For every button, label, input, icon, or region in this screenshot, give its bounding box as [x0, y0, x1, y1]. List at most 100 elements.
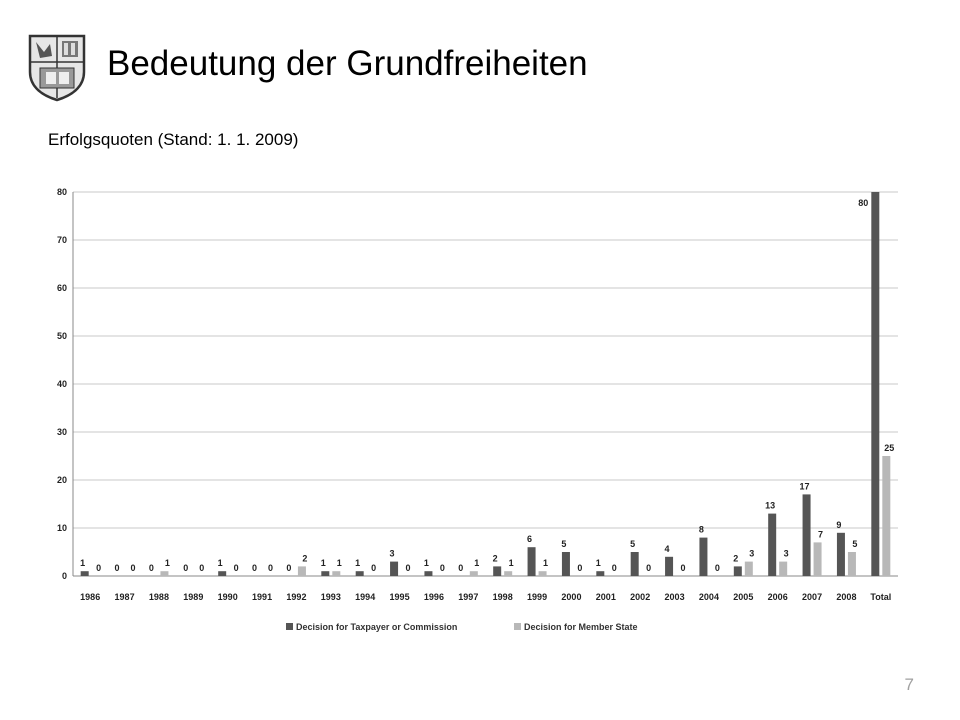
- bar-taxpayer: [596, 571, 605, 576]
- y-tick-label: 10: [57, 523, 67, 533]
- data-label: 0: [612, 563, 617, 573]
- data-label: 1: [218, 558, 223, 568]
- bar-taxpayer: [80, 571, 89, 576]
- data-label: 0: [96, 563, 101, 573]
- data-label: 8: [699, 525, 704, 535]
- y-tick-label: 80: [57, 187, 67, 197]
- x-tick-label: 1993: [321, 592, 341, 602]
- data-label: 0: [234, 563, 239, 573]
- bar-taxpayer: [424, 571, 433, 576]
- x-tick-label: 2002: [630, 592, 650, 602]
- x-tick-label: 2003: [665, 592, 685, 602]
- bar-taxpayer: [699, 537, 708, 576]
- bar-taxpayer: [768, 513, 777, 576]
- data-label: 25: [884, 443, 894, 453]
- data-label: 1: [509, 558, 514, 568]
- y-tick-label: 50: [57, 331, 67, 341]
- slide-subtitle: Erfolgsquoten (Stand: 1. 1. 2009): [48, 130, 299, 149]
- bar-taxpayer: [561, 552, 570, 576]
- x-tick-label: 1990: [218, 592, 238, 602]
- x-tick-label: 1991: [252, 592, 272, 602]
- data-label: 0: [268, 563, 273, 573]
- data-label: 7: [818, 529, 823, 539]
- slide-title: Bedeutung der Grundfreiheiten: [107, 44, 588, 83]
- data-label: 1: [321, 558, 326, 568]
- bar-member-state: [882, 456, 891, 576]
- bar-member-state: [297, 566, 306, 576]
- data-label: 5: [630, 539, 635, 549]
- bar-member-state: [779, 561, 788, 576]
- data-label: 0: [458, 563, 463, 573]
- bar-taxpayer: [630, 552, 639, 576]
- y-tick-label: 60: [57, 283, 67, 293]
- bar-member-state: [744, 561, 753, 576]
- legend-label: Decision for Member State: [524, 622, 638, 632]
- data-label: 0: [199, 563, 204, 573]
- y-tick-label: 30: [57, 427, 67, 437]
- data-label: 5: [561, 539, 566, 549]
- data-label: 3: [390, 549, 395, 559]
- data-label: 0: [286, 563, 291, 573]
- data-label: 2: [493, 553, 498, 563]
- data-label: 0: [183, 563, 188, 573]
- data-label: 1: [80, 558, 85, 568]
- data-label: 0: [371, 563, 376, 573]
- data-label: 1: [355, 558, 360, 568]
- x-tick-label: 2005: [733, 592, 753, 602]
- data-label: 4: [665, 544, 670, 554]
- y-tick-label: 0: [62, 571, 67, 581]
- x-tick-label: 1997: [458, 592, 478, 602]
- data-label: 1: [165, 558, 170, 568]
- bar-taxpayer: [527, 547, 536, 576]
- data-label: 3: [784, 549, 789, 559]
- bar-member-state: [469, 571, 478, 576]
- data-label: 6: [527, 534, 532, 544]
- bar-member-state: [847, 552, 856, 576]
- bar-taxpayer: [871, 192, 880, 576]
- data-label: 0: [149, 563, 154, 573]
- university-crest-icon: [28, 34, 86, 102]
- data-label: 0: [440, 563, 445, 573]
- bar-taxpayer: [493, 566, 502, 576]
- data-label: 5: [852, 539, 857, 549]
- bar-taxpayer: [733, 566, 742, 576]
- x-tick-label: 1987: [115, 592, 135, 602]
- data-label: 80: [858, 198, 868, 208]
- y-tick-label: 20: [57, 475, 67, 485]
- bar-member-state: [160, 571, 169, 576]
- legend-label: Decision for Taxpayer or Commission: [296, 622, 457, 632]
- x-tick-label: 1992: [286, 592, 306, 602]
- x-tick-label: 1988: [149, 592, 169, 602]
- data-label: 0: [646, 563, 651, 573]
- page-number: 7: [904, 675, 914, 694]
- x-tick-label: 2004: [699, 592, 719, 602]
- bar-member-state: [813, 542, 822, 576]
- bar-taxpayer: [390, 561, 399, 576]
- y-tick-label: 40: [57, 379, 67, 389]
- y-tick-label: 70: [57, 235, 67, 245]
- data-label: 1: [543, 558, 548, 568]
- x-tick-label: Total: [870, 592, 891, 602]
- x-tick-label: 1989: [183, 592, 203, 602]
- bar-member-state: [332, 571, 341, 576]
- bar-member-state: [538, 571, 547, 576]
- data-label: 13: [765, 501, 775, 511]
- data-label: 1: [474, 558, 479, 568]
- data-label: 0: [252, 563, 257, 573]
- x-tick-label: 1986: [80, 592, 100, 602]
- data-label: 0: [406, 563, 411, 573]
- x-tick-label: 1998: [493, 592, 513, 602]
- university-crest-logo: [26, 32, 88, 102]
- bar-taxpayer: [665, 556, 674, 576]
- data-label: 2: [302, 553, 307, 563]
- x-tick-label: 1996: [424, 592, 444, 602]
- data-label: 9: [836, 520, 841, 530]
- data-label: 0: [681, 563, 686, 573]
- data-label: 3: [749, 549, 754, 559]
- bar-member-state: [504, 571, 513, 576]
- x-tick-label: 1999: [527, 592, 547, 602]
- legend-swatch: [514, 623, 521, 630]
- legend-swatch: [286, 623, 293, 630]
- data-label: 1: [337, 558, 342, 568]
